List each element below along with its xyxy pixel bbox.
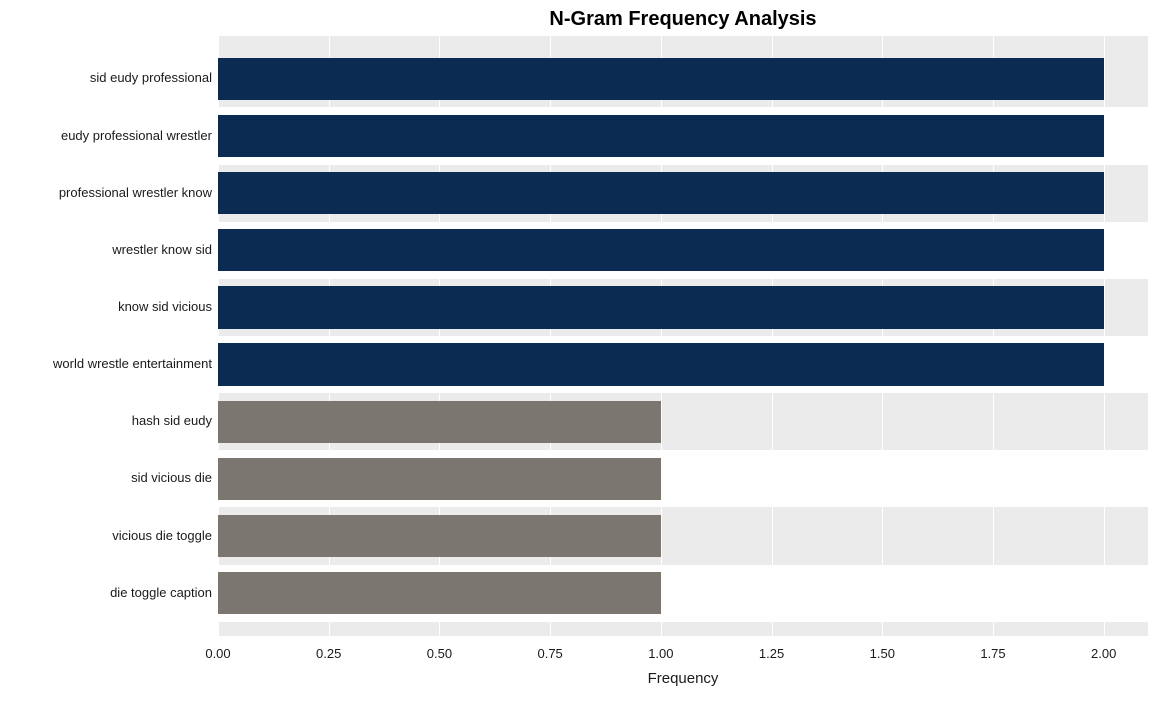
bar — [218, 172, 1104, 214]
y-tick-label: sid vicious die — [131, 470, 212, 485]
x-tick-label: 0.00 — [205, 646, 230, 661]
plot-band — [218, 622, 1148, 636]
chart-container: N-Gram Frequency Analysis Frequency 0.00… — [0, 0, 1158, 701]
y-tick-label: wrestler know sid — [112, 242, 212, 257]
bar — [218, 286, 1104, 328]
x-tick-label: 0.25 — [316, 646, 341, 661]
x-tick-label: 1.00 — [648, 646, 673, 661]
x-tick-label: 0.75 — [537, 646, 562, 661]
y-tick-label: world wrestle entertainment — [53, 356, 212, 371]
x-tick-label: 1.25 — [759, 646, 784, 661]
y-tick-label: professional wrestler know — [59, 185, 212, 200]
y-tick-label: know sid vicious — [118, 299, 212, 314]
x-tick-label: 0.50 — [427, 646, 452, 661]
bar — [218, 58, 1104, 100]
bar — [218, 229, 1104, 271]
chart-title: N-Gram Frequency Analysis — [0, 8, 1148, 31]
y-tick-label: sid eudy professional — [90, 70, 212, 85]
y-tick-label: hash sid eudy — [132, 413, 212, 428]
bar — [218, 458, 661, 500]
bar — [218, 115, 1104, 157]
y-tick-label: eudy professional wrestler — [61, 128, 212, 143]
x-tick-label: 1.75 — [980, 646, 1005, 661]
x-tick-label: 2.00 — [1091, 646, 1116, 661]
y-tick-label: vicious die toggle — [112, 528, 212, 543]
y-tick-label: die toggle caption — [110, 585, 212, 600]
bar — [218, 343, 1104, 385]
x-tick-label: 1.50 — [870, 646, 895, 661]
gridline — [1104, 36, 1105, 636]
plot-area — [218, 36, 1148, 636]
bar — [218, 515, 661, 557]
bar — [218, 401, 661, 443]
plot-band — [218, 36, 1148, 50]
bar — [218, 572, 661, 614]
x-axis-label: Frequency — [218, 670, 1148, 687]
